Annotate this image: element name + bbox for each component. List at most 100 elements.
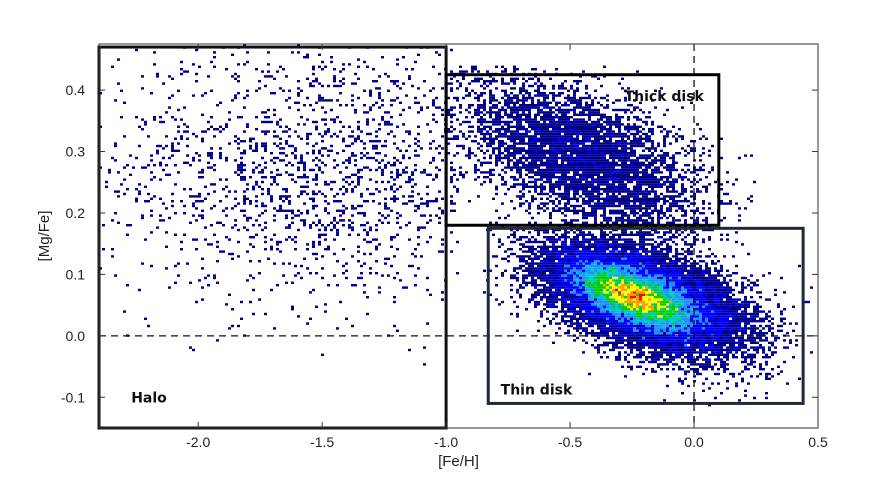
density-cell bbox=[636, 339, 639, 342]
density-cell bbox=[639, 308, 642, 311]
density-cell bbox=[621, 183, 624, 186]
density-cell bbox=[549, 262, 552, 265]
density-cell bbox=[603, 276, 606, 280]
density-cell bbox=[501, 176, 504, 179]
density-cell bbox=[588, 132, 591, 136]
density-cell bbox=[645, 300, 648, 304]
density-cell bbox=[120, 89, 123, 92]
density-cell bbox=[195, 72, 198, 76]
density-cell bbox=[381, 144, 384, 148]
density-cell bbox=[561, 166, 564, 169]
density-cell bbox=[582, 192, 585, 196]
density-cell bbox=[183, 123, 186, 126]
density-cell bbox=[384, 144, 387, 148]
density-cell bbox=[468, 156, 471, 160]
density-cell bbox=[360, 204, 363, 208]
density-cell bbox=[519, 195, 522, 198]
density-cell bbox=[375, 228, 378, 232]
density-cell bbox=[639, 262, 642, 265]
density-cell bbox=[621, 233, 624, 236]
density-cell bbox=[123, 310, 126, 313]
density-cell bbox=[387, 207, 390, 210]
density-cell bbox=[735, 240, 738, 244]
density-cell bbox=[687, 204, 690, 208]
density-cell bbox=[627, 197, 630, 200]
density-cell bbox=[456, 144, 459, 148]
density-cell bbox=[531, 106, 534, 109]
density-cell bbox=[576, 140, 579, 143]
density-cell bbox=[597, 118, 600, 121]
density-cell bbox=[621, 171, 624, 174]
density-cell bbox=[366, 233, 369, 236]
density-cell bbox=[513, 104, 516, 107]
density-cell bbox=[264, 116, 267, 119]
density-cell bbox=[600, 207, 603, 210]
density-cell bbox=[669, 248, 672, 251]
density-cell bbox=[402, 56, 405, 59]
density-cell bbox=[519, 106, 522, 109]
density-cell bbox=[519, 89, 522, 92]
density-cell bbox=[555, 156, 558, 160]
density-cell bbox=[705, 228, 708, 232]
density-cell bbox=[528, 202, 531, 205]
density-cell bbox=[591, 75, 594, 78]
density-cell bbox=[243, 200, 246, 203]
density-cell bbox=[600, 303, 603, 306]
density-cell bbox=[627, 195, 630, 198]
density-cell bbox=[624, 315, 627, 318]
density-cell bbox=[666, 132, 669, 136]
density-cell bbox=[594, 310, 597, 313]
density-cell bbox=[543, 156, 546, 160]
density-cell bbox=[477, 77, 480, 80]
density-cell bbox=[423, 226, 426, 229]
density-cell bbox=[267, 75, 270, 78]
density-cell bbox=[279, 197, 282, 200]
density-cell bbox=[588, 104, 591, 107]
density-cell bbox=[342, 137, 345, 140]
density-cell bbox=[642, 183, 645, 186]
density-cell bbox=[612, 248, 615, 251]
density-cell bbox=[567, 156, 570, 160]
density-cell bbox=[369, 92, 372, 95]
density-cell bbox=[378, 152, 381, 155]
density-cell bbox=[291, 51, 294, 54]
density-cell bbox=[423, 171, 426, 174]
density-cell bbox=[135, 197, 138, 200]
density-cell bbox=[336, 192, 339, 196]
density-cell bbox=[663, 303, 666, 306]
density-cell bbox=[660, 293, 663, 296]
density-cell bbox=[642, 281, 645, 284]
density-cell bbox=[417, 154, 420, 157]
density-cell bbox=[513, 185, 516, 188]
density-cell bbox=[339, 209, 342, 212]
density-cell bbox=[555, 286, 558, 289]
density-cell bbox=[648, 214, 651, 217]
density-cell bbox=[528, 147, 531, 150]
density-cell bbox=[591, 125, 594, 128]
density-cell bbox=[318, 159, 321, 162]
density-cell bbox=[642, 231, 645, 234]
density-cell bbox=[585, 202, 588, 205]
density-cell bbox=[441, 209, 444, 212]
density-cell bbox=[411, 190, 414, 193]
density-cell bbox=[657, 305, 660, 308]
density-cell bbox=[621, 248, 624, 251]
density-cell bbox=[459, 171, 462, 174]
density-cell bbox=[534, 89, 537, 92]
density-cell bbox=[378, 92, 381, 95]
density-cell bbox=[600, 144, 603, 148]
density-cell bbox=[597, 156, 600, 160]
density-cell bbox=[438, 190, 441, 193]
density-cell bbox=[270, 195, 273, 198]
density-cell bbox=[180, 135, 183, 138]
density-cell bbox=[585, 84, 588, 88]
density-cell bbox=[777, 336, 780, 340]
density-cell bbox=[501, 202, 504, 205]
density-cell bbox=[252, 168, 255, 172]
density-cell bbox=[324, 195, 327, 198]
density-cell bbox=[675, 320, 678, 323]
density-cell bbox=[315, 204, 318, 208]
density-cell bbox=[549, 164, 552, 167]
density-cell bbox=[144, 200, 147, 203]
density-cell bbox=[705, 190, 708, 193]
